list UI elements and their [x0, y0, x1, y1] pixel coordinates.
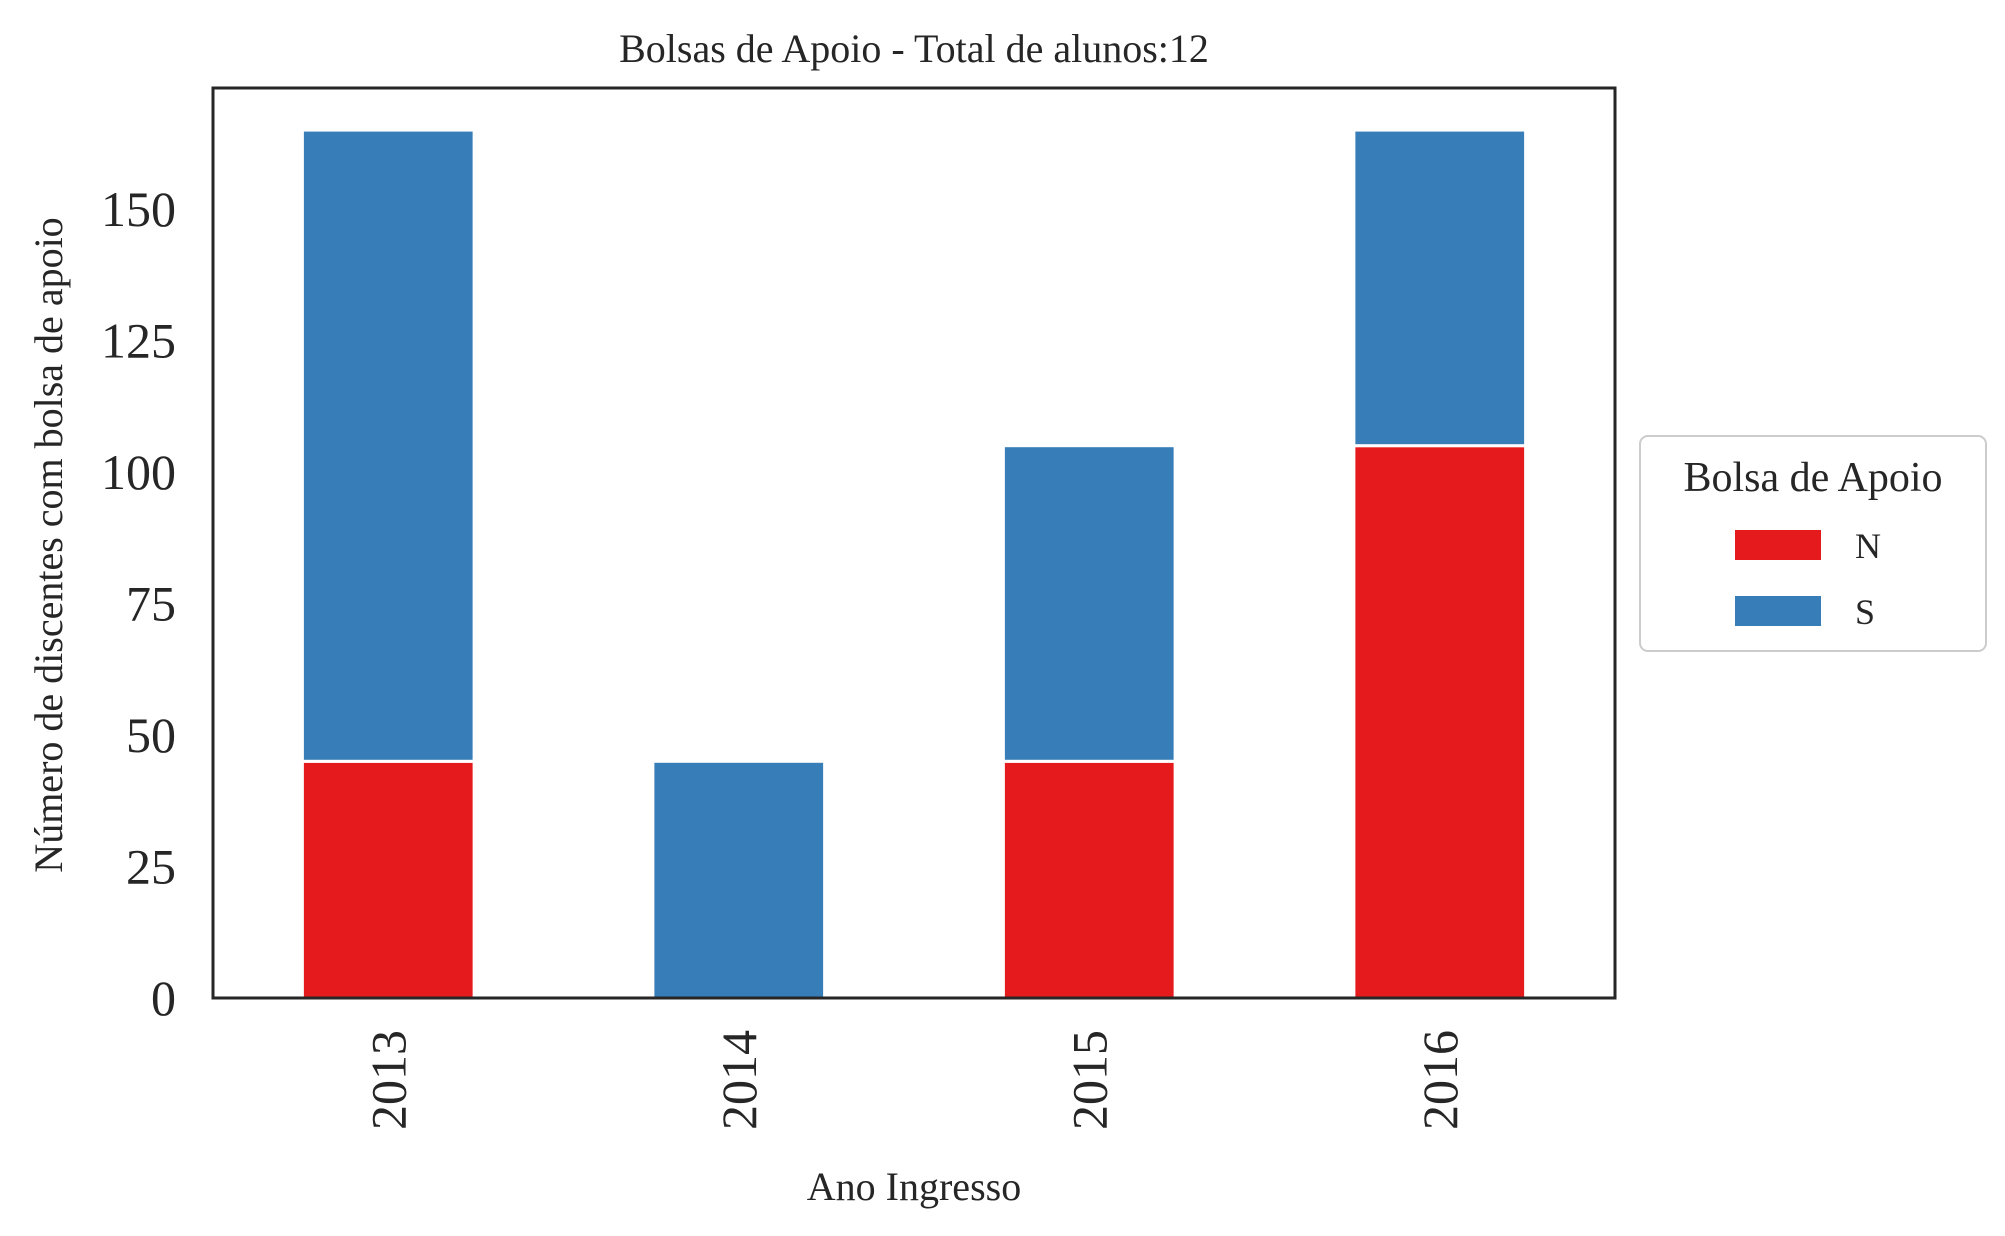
y-tick-label-150: 150 [101, 181, 176, 237]
plot-frame [211, 86, 1617, 1000]
legend-label-N: N [1855, 526, 1881, 566]
y-tick-label-50: 50 [126, 707, 176, 763]
bar-N-2015 [1001, 759, 1177, 1000]
legend-swatch-N [1735, 530, 1821, 560]
legend: Bolsa de Apoio NS [1639, 435, 1987, 652]
bars-layer [300, 128, 1528, 1000]
y-tick-label-125: 125 [101, 312, 176, 368]
legend-title: Bolsa de Apoio [1684, 455, 1943, 501]
y-axis-ticks: 0 25 50 75 100 125 150 [101, 181, 176, 1026]
y-tick-label-0: 0 [151, 970, 176, 1026]
bar-S-2013 [300, 128, 476, 763]
x-tick-label-2015: 2015 [1061, 1030, 1117, 1130]
y-axis-label: Número de discentes com bolsa de apoio [26, 217, 71, 872]
bar-S-2014 [651, 759, 827, 1000]
x-tick-label-2016: 2016 [1412, 1030, 1468, 1130]
y-tick-label-25: 25 [126, 838, 176, 894]
y-tick-label-100: 100 [101, 444, 176, 500]
x-tick-label-2013: 2013 [360, 1030, 416, 1130]
bar-S-2016 [1352, 128, 1528, 448]
x-axis-ticks: 2013 2014 2015 2016 [360, 1030, 1468, 1130]
bar-S-2015 [1001, 444, 1177, 763]
chart-title: Bolsas de Apoio - Total de alunos:12 [619, 26, 1209, 71]
legend-swatch-S [1735, 596, 1821, 626]
x-tick-label-2014: 2014 [711, 1030, 767, 1130]
bar-N-2013 [300, 759, 476, 1000]
legend-items: NS [1735, 526, 1881, 632]
bar-N-2016 [1352, 444, 1528, 1000]
y-tick-label-75: 75 [126, 575, 176, 631]
x-axis-label: Ano Ingresso [807, 1164, 1021, 1209]
legend-label-S: S [1855, 592, 1875, 632]
